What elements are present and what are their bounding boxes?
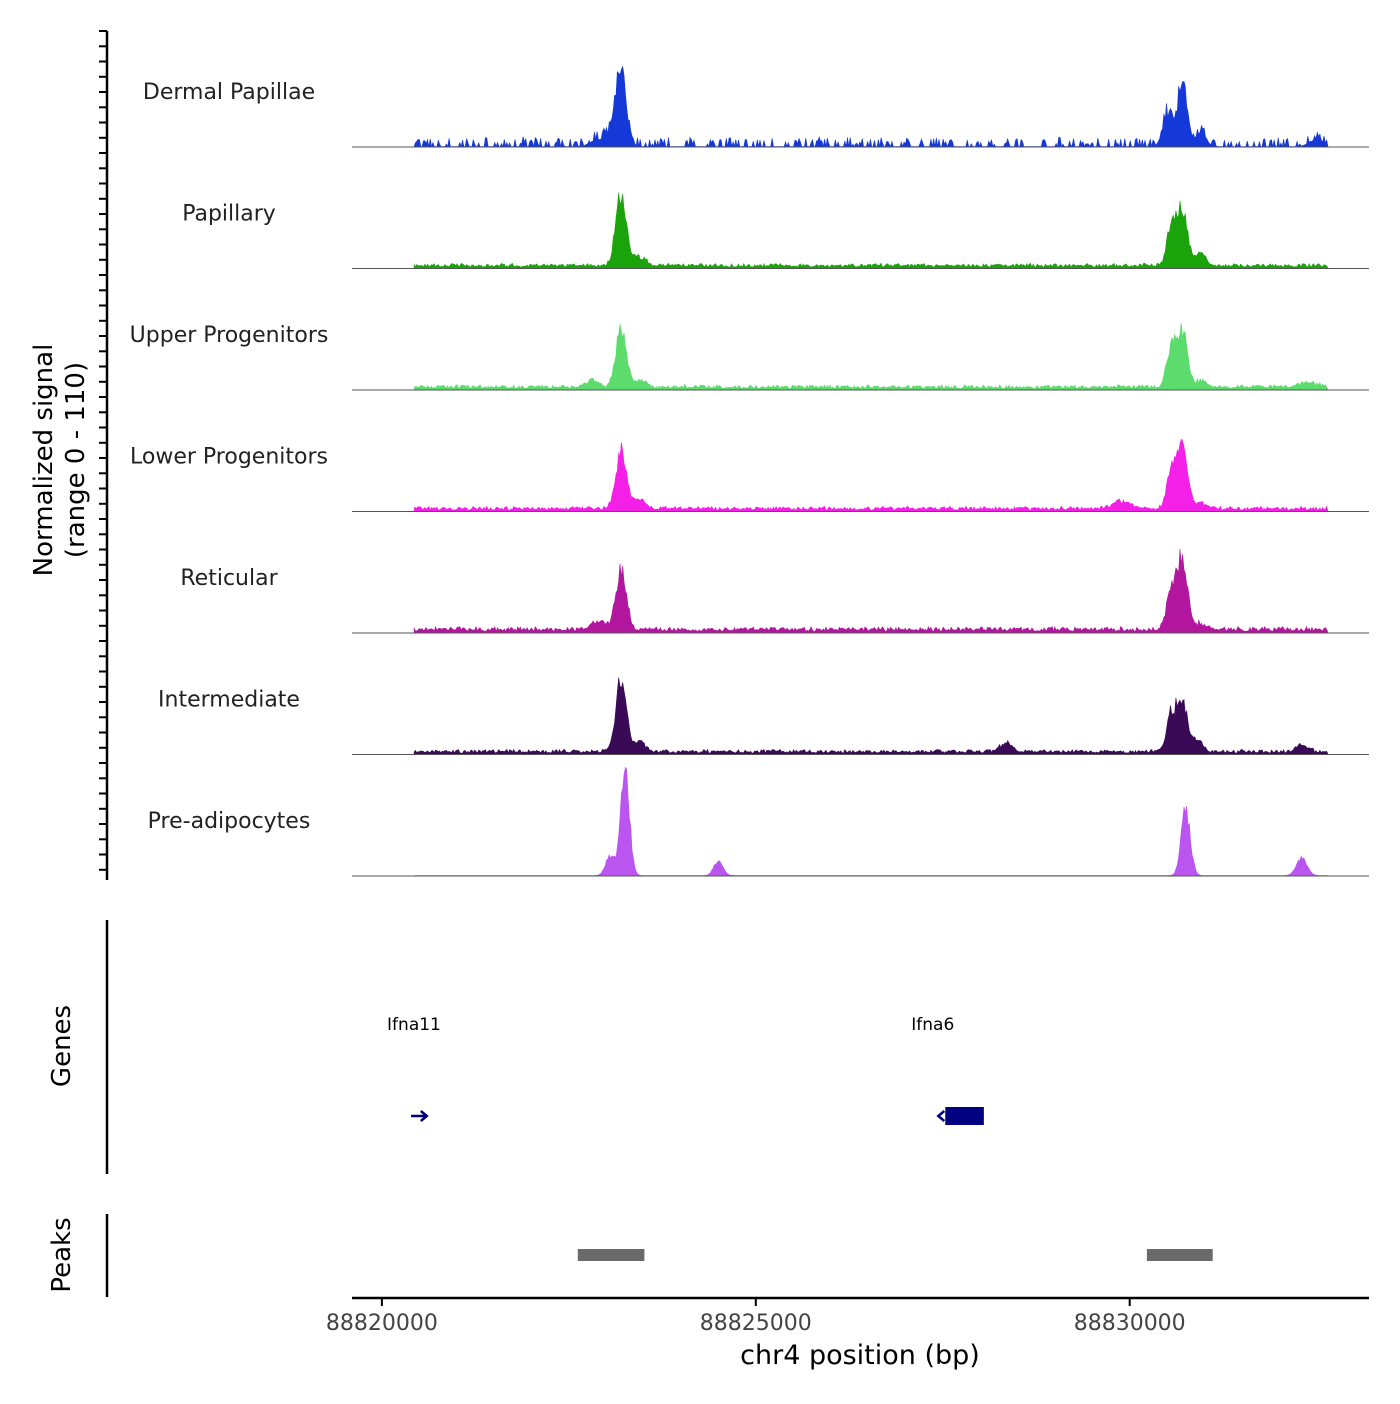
y-axis-title: Normalized signal (range 0 - 110) xyxy=(29,344,91,577)
signal-area xyxy=(414,766,1328,876)
genes-axis-title: Genes xyxy=(47,1005,77,1087)
track-label: Pre-adipocytes xyxy=(148,809,311,834)
track-dermal-papillae: Dermal Papillae xyxy=(143,65,1369,148)
strand-arrow-icon xyxy=(936,1110,946,1122)
signal-area xyxy=(413,677,1329,755)
track-papillary: Papillary xyxy=(182,192,1369,269)
track-label: Lower Progenitors xyxy=(130,445,328,470)
x-tick-label: 88830000 xyxy=(1074,1311,1186,1336)
peak-region-track xyxy=(577,1249,1213,1261)
signal-area xyxy=(413,322,1329,390)
track-label: Intermediate xyxy=(158,688,300,713)
gene-label: Ifna6 xyxy=(911,1015,954,1035)
signal-tracks: Dermal Papillae Papillary Upper Progenitor… xyxy=(130,65,1369,877)
gene-label: Ifna11 xyxy=(387,1015,441,1035)
track-lower-progenitors: Lower Progenitors xyxy=(130,438,1369,512)
x-tick-label: 88820000 xyxy=(326,1311,438,1336)
gene-ifna6: Ifna6 xyxy=(911,1015,984,1125)
x-axis-title: chr4 position (bp) xyxy=(740,1340,980,1371)
peaks-axis-title: Peaks xyxy=(47,1217,77,1292)
strand-arrow-icon xyxy=(419,1110,429,1122)
y-axis-title-line2: (range 0 - 110) xyxy=(61,362,91,558)
peak-region xyxy=(577,1249,645,1261)
signal-area xyxy=(413,192,1329,269)
track-label: Reticular xyxy=(180,566,278,591)
signal-area xyxy=(413,438,1329,512)
track-intermediate: Intermediate xyxy=(158,677,1369,755)
signal-area xyxy=(413,65,1329,148)
track-upper-progenitors: Upper Progenitors xyxy=(130,322,1369,391)
signal-y-axis-ticks xyxy=(99,30,107,871)
y-axis-title-line1: Normalized signal xyxy=(29,344,59,577)
track-label: Dermal Papillae xyxy=(143,80,315,105)
track-label: Upper Progenitors xyxy=(130,323,329,348)
signal-area xyxy=(413,548,1329,633)
x-tick-label: 88825000 xyxy=(700,1311,812,1336)
gene-body xyxy=(945,1107,984,1125)
track-pre-adipocytes: Pre-adipocytes xyxy=(148,766,1369,877)
track-label: Papillary xyxy=(182,202,276,227)
peak-region xyxy=(1146,1249,1213,1261)
gene-ifna11: Ifna11 xyxy=(387,1015,441,1122)
x-axis-ticks: 88820000 88825000 88830000 xyxy=(326,1298,1186,1336)
track-reticular: Reticular xyxy=(180,548,1369,634)
gene-track: Ifna11 Ifna6 xyxy=(387,1015,984,1125)
